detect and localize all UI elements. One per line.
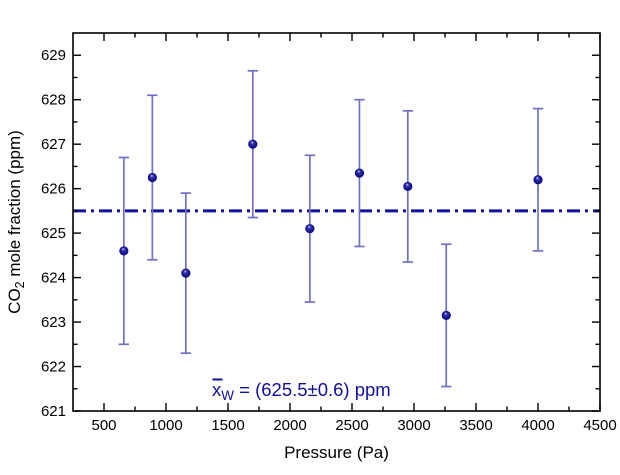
data-point xyxy=(532,107,544,252)
y-tick-label: 621 xyxy=(41,403,66,420)
x-tick-label: 2000 xyxy=(273,417,306,434)
data-point-marker xyxy=(248,139,258,149)
plot-frame xyxy=(72,32,601,412)
data-series xyxy=(118,69,544,388)
data-point-marker xyxy=(147,172,157,183)
data-point-marker xyxy=(533,175,543,185)
y-tick-label: 623 xyxy=(41,314,66,331)
x-tick-label: 4500 xyxy=(583,417,616,434)
y-tick-label: 627 xyxy=(41,136,66,153)
data-point xyxy=(247,69,258,219)
y-tick-label: 628 xyxy=(41,92,66,109)
y-tick-label: 624 xyxy=(41,270,66,287)
x-tick-label: 1500 xyxy=(211,417,244,434)
y-tick-label: 629 xyxy=(41,47,66,64)
tick-labels: 500 1000 1500 2000 2500 3000 3500 4000 4500 621 62… xyxy=(41,47,617,434)
data-point xyxy=(304,154,316,303)
data-point xyxy=(441,243,452,388)
y-tick-label: 622 xyxy=(41,359,66,376)
x-tick-label: 2500 xyxy=(335,417,368,434)
data-point xyxy=(402,109,413,263)
data-point-marker xyxy=(403,181,413,192)
y-tick-label: 626 xyxy=(41,181,66,198)
x-tick-label: 4000 xyxy=(521,417,554,434)
data-point xyxy=(118,156,130,346)
data-point-marker xyxy=(181,268,191,278)
data-point-marker xyxy=(305,224,315,234)
data-point xyxy=(180,192,192,355)
data-point-marker xyxy=(119,246,129,256)
x-tick-label: 3500 xyxy=(459,417,492,434)
data-point xyxy=(354,98,365,248)
y-tick-label: 625 xyxy=(41,225,66,242)
data-point xyxy=(147,94,158,261)
x-tick-label: 3000 xyxy=(397,417,430,434)
y-axis-title: CO2 mole fraction (ppm) xyxy=(5,130,27,314)
x-tick-label: 1000 xyxy=(149,417,182,434)
x-tick-label: 500 xyxy=(91,417,116,434)
data-point-marker xyxy=(441,310,451,320)
x-axis-title: Pressure (Pa) xyxy=(284,443,389,462)
axis-ticks xyxy=(73,33,601,412)
mean-annotation-text: xW = (625.5±0.6) ppm xyxy=(212,379,391,403)
data-point-marker xyxy=(354,168,365,178)
